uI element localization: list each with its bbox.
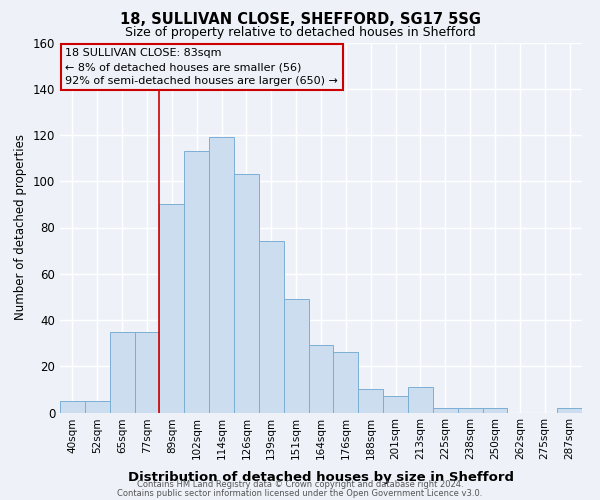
Text: 18 SULLIVAN CLOSE: 83sqm
← 8% of detached houses are smaller (56)
92% of semi-de: 18 SULLIVAN CLOSE: 83sqm ← 8% of detache… xyxy=(65,48,338,86)
Bar xyxy=(308,346,334,412)
Bar xyxy=(234,174,259,412)
Bar xyxy=(134,332,160,412)
Bar xyxy=(482,408,508,412)
Bar xyxy=(358,390,383,412)
Bar xyxy=(85,401,110,412)
Text: Contains HM Land Registry data © Crown copyright and database right 2024.: Contains HM Land Registry data © Crown c… xyxy=(137,480,463,489)
Bar xyxy=(383,396,408,412)
Bar xyxy=(458,408,482,412)
Text: 18, SULLIVAN CLOSE, SHEFFORD, SG17 5SG: 18, SULLIVAN CLOSE, SHEFFORD, SG17 5SG xyxy=(119,12,481,28)
Bar xyxy=(284,299,308,412)
Bar xyxy=(160,204,184,412)
Bar xyxy=(60,401,85,412)
Bar xyxy=(334,352,358,412)
Bar xyxy=(184,151,209,412)
X-axis label: Distribution of detached houses by size in Shefford: Distribution of detached houses by size … xyxy=(128,470,514,484)
Y-axis label: Number of detached properties: Number of detached properties xyxy=(14,134,27,320)
Bar xyxy=(259,242,284,412)
Bar xyxy=(557,408,582,412)
Bar xyxy=(408,387,433,412)
Text: Contains public sector information licensed under the Open Government Licence v3: Contains public sector information licen… xyxy=(118,488,482,498)
Text: Size of property relative to detached houses in Shefford: Size of property relative to detached ho… xyxy=(125,26,475,39)
Bar xyxy=(433,408,458,412)
Bar xyxy=(209,138,234,412)
Bar xyxy=(110,332,134,412)
